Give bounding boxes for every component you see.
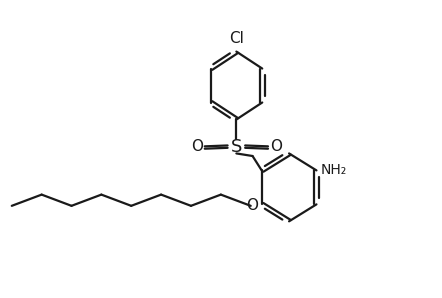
Text: Cl: Cl <box>229 31 244 46</box>
Text: O: O <box>270 139 282 154</box>
Text: O: O <box>246 198 258 213</box>
Text: S: S <box>231 138 242 156</box>
Text: O: O <box>191 139 203 154</box>
Text: NH₂: NH₂ <box>321 163 347 177</box>
